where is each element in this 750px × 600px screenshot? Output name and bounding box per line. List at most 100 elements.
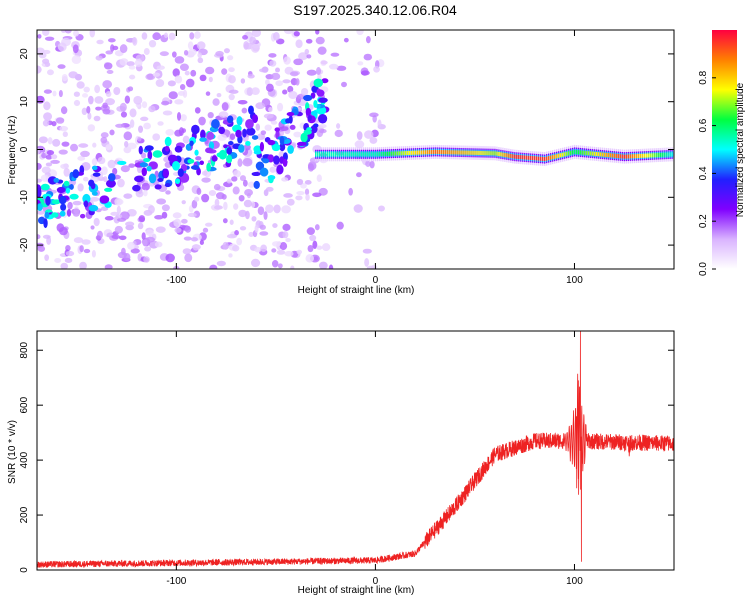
spectrogram-ridge-segment [605, 152, 608, 157]
spectrogram-ridge-segment [442, 150, 444, 155]
spectrogram-noise-blob [305, 38, 313, 44]
spectrogram-feature-blob [313, 78, 324, 88]
spectrogram-noise-blob [89, 30, 96, 38]
spectrogram-feature-blob [226, 154, 233, 164]
spectrogram-noise-blob [69, 143, 79, 152]
spectrogram-noise-blob [263, 211, 268, 220]
spectrogram-noise-blob [73, 99, 81, 107]
spectrogram-noise-blob [94, 96, 104, 104]
spectrogram-noise-blob [91, 250, 96, 258]
spectrogram-noise-blob [103, 62, 113, 70]
spectrogram-y-tick-label: -10 [19, 190, 30, 205]
spectrogram-ridge-segment [333, 152, 335, 157]
spectrogram-ridge-segment [506, 153, 508, 158]
spectrogram-feature-blob [307, 115, 312, 121]
spectrogram-noise-blob [315, 67, 322, 76]
spectrogram-noise-blob [72, 44, 79, 54]
spectrogram-noise-blob [241, 107, 248, 114]
spectrogram-noise-blob [107, 159, 116, 169]
spectrogram-noise-blob [130, 248, 140, 254]
spectrogram-feature-blob [200, 129, 206, 140]
spectrogram-noise-blob [189, 32, 195, 40]
spectrogram-feature-blob [167, 154, 178, 163]
spectrogram-noise-blob [72, 200, 82, 206]
spectrogram-ridge-segment [450, 150, 452, 155]
spectrogram-noise-blob [165, 128, 175, 136]
spectrogram-noise-blob [181, 200, 186, 205]
spectrogram-noise-blob [103, 176, 108, 183]
spectrogram-ridge-segment [480, 150, 482, 155]
spectrogram-noise-blob [356, 172, 362, 178]
spectrogram-noise-blob [172, 68, 180, 77]
spectrogram-ridge-segment [653, 153, 655, 158]
spectrogram-noise-blob [233, 170, 242, 178]
spectrogram-noise-blob [263, 113, 274, 119]
spectrogram-noise-blob [330, 52, 340, 57]
spectrogram-ridge-segment [669, 152, 671, 157]
spectrogram-noise-blob [205, 66, 215, 75]
spectrogram-noise-blob [250, 43, 260, 53]
spectrogram-ridge-segment [486, 151, 488, 156]
spectrogram-noise-blob [229, 133, 236, 140]
spectrogram-noise-blob [265, 186, 274, 192]
spectrogram-noise-blob [144, 246, 152, 252]
spectrogram-noise-blob [65, 250, 75, 257]
spectrogram-noise-blob [256, 133, 265, 141]
spectrogram-noise-blob [106, 69, 114, 75]
spectrogram-ridge-segment [317, 152, 319, 157]
spectrogram-ridge-segment [414, 150, 417, 155]
spectrogram-feature-blob [218, 149, 227, 160]
spectrogram-noise-blob [304, 188, 310, 196]
spectrogram-noise-blob [59, 125, 69, 132]
spectrogram-ridge-segment [380, 152, 383, 157]
spectrogram-noise-blob [227, 55, 234, 61]
spectrogram-noise-blob [141, 32, 148, 40]
spectrogram-noise-blob [264, 124, 272, 131]
spectrogram-noise-blob [202, 170, 208, 176]
spectrogram-feature-blob [148, 173, 157, 184]
spectrogram-noise-blob [194, 31, 201, 39]
spectrogram-noise-blob [286, 198, 295, 206]
spectrogram-noise-blob [223, 48, 230, 54]
spectrogram-ridge-segment [615, 153, 618, 158]
spectrogram-noise-blob [306, 227, 315, 236]
spectrogram-noise-blob [363, 53, 373, 61]
spectrogram-noise-blob [309, 157, 320, 164]
spectrogram-ridge-segment [547, 156, 550, 161]
spectrogram-feature-blob [211, 119, 220, 129]
spectrogram-noise-blob [317, 46, 327, 55]
spectrogram-ridge-segment [384, 151, 387, 156]
spectrogram-noise-blob [243, 144, 251, 151]
spectrogram-noise-blob [199, 239, 204, 245]
spectrogram-ridge-segment [398, 151, 401, 156]
spectrogram-noise-blob [171, 51, 177, 58]
spectrogram-ridge-segment [396, 151, 399, 156]
spectrogram-noise-blob [118, 235, 127, 241]
spectrogram-ridge-segment [629, 154, 632, 159]
spectrogram-noise-blob [318, 261, 328, 269]
spectrogram-noise-blob [231, 176, 238, 182]
spectrogram-noise-blob [73, 237, 84, 244]
spectrogram-noise-blob [93, 115, 101, 122]
spectrogram-ridge-segment [633, 154, 635, 159]
spectrogram-noise-blob [271, 248, 277, 253]
spectrogram-feature-blob [99, 195, 110, 204]
page-title: S197.2025.340.12.06.R04 [293, 2, 457, 18]
spectrogram-feature-blob [226, 147, 233, 155]
spectrogram-noise-blob [61, 73, 68, 82]
spectrogram-noise-blob [336, 123, 341, 129]
spectrogram-ridge-segment [522, 155, 524, 160]
spectrogram-feature-blob [318, 97, 328, 103]
spectrogram-feature-blob [83, 200, 89, 208]
spectrogram-ridge-segment [551, 155, 554, 160]
spectrogram-ridge-segment [388, 151, 391, 156]
spectrogram-ridge-segment [327, 152, 329, 157]
spectrogram-feature-blob [117, 160, 127, 165]
spectrogram-noise-blob [243, 40, 249, 50]
spectrogram-feature-blob [63, 180, 70, 187]
spectrogram-noise-blob [296, 190, 305, 196]
spectrogram-noise-blob [46, 150, 55, 156]
spectrogram-ridge-segment [490, 151, 492, 156]
snr-y-tick-label: 400 [19, 451, 30, 468]
spectrogram-feature-blob [51, 199, 61, 205]
